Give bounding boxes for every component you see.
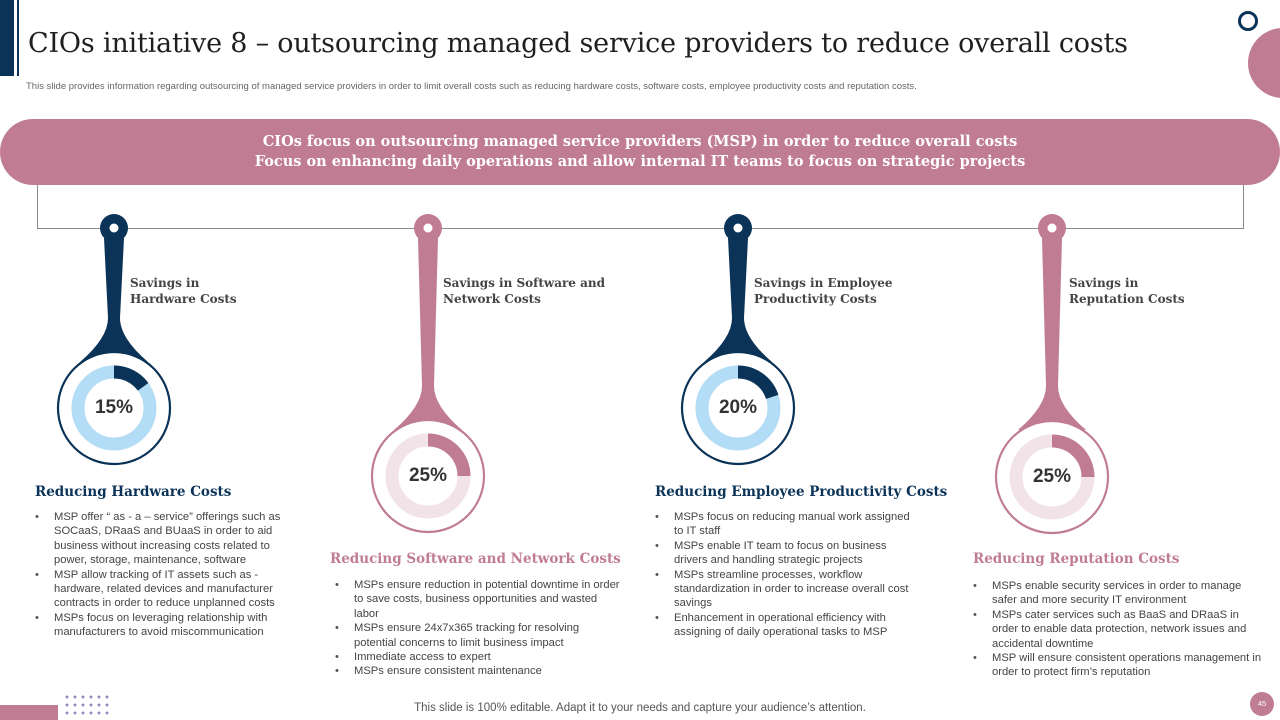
list-item: MSPs focus on reducing manual work assig… bbox=[655, 510, 913, 539]
page-subtitle: This slide provides information regardin… bbox=[26, 81, 917, 92]
card-title-hardware: Reducing Hardware Costs bbox=[35, 484, 232, 500]
summary-banner: CIOs focus on outsourcing managed servic… bbox=[0, 119, 1280, 185]
list-item: MSP allow tracking of IT assets such as … bbox=[35, 568, 291, 611]
list-item: MSPs ensure reduction in potential downt… bbox=[335, 578, 621, 621]
decorative-dots bbox=[63, 693, 113, 719]
list-item: MSPs ensure consistent maintenance bbox=[335, 664, 621, 679]
page-title: CIOs initiative 8 – outsourcing managed … bbox=[28, 28, 1128, 59]
card-title-employee: Reducing Employee Productivity Costs bbox=[655, 484, 948, 500]
header-accent-line bbox=[17, 0, 19, 76]
pin-hardware bbox=[56, 214, 172, 466]
percent-software: 25% bbox=[408, 465, 448, 486]
donut-arc-reputation bbox=[1051, 434, 1095, 478]
list-item: MSPs focus on leveraging relationship wi… bbox=[35, 611, 291, 640]
page-number: 45 bbox=[1250, 692, 1274, 716]
pin-employee bbox=[680, 214, 796, 466]
banner-line-2: Focus on enhancing daily operations and … bbox=[254, 153, 1026, 170]
percent-reputation: 25% bbox=[1032, 466, 1072, 487]
list-item: MSPs enable IT team to focus on business… bbox=[655, 539, 913, 568]
list-item: MSP will ensure consistent operations ma… bbox=[973, 651, 1263, 680]
label-employee: Savings in Employee Productivity Costs bbox=[754, 276, 893, 306]
percent-employee: 20% bbox=[718, 397, 758, 418]
label-reputation: Savings in Reputation Costs bbox=[1069, 276, 1185, 306]
connector-bracket bbox=[37, 185, 1244, 229]
bullets-employee: MSPs focus on reducing manual work assig… bbox=[655, 510, 913, 640]
donut-arc-hardware bbox=[113, 365, 149, 391]
list-item: MSPs ensure 24x7x365 tracking for resolv… bbox=[335, 621, 621, 650]
label-hardware: Savings in Hardware Costs bbox=[130, 276, 237, 306]
footer-note: This slide is 100% editable. Adapt it to… bbox=[414, 702, 866, 714]
list-item: Enhancement in operational efficiency wi… bbox=[655, 611, 913, 640]
card-title-reputation: Reducing Reputation Costs bbox=[973, 551, 1180, 567]
label-software: Savings in Software and Network Costs bbox=[443, 276, 605, 306]
donut-arc-software bbox=[427, 433, 471, 477]
list-item: Immediate access to expert bbox=[335, 650, 621, 665]
bullets-software: MSPs ensure reduction in potential downt… bbox=[335, 578, 621, 679]
pin-reputation bbox=[994, 214, 1110, 535]
footer-accent-bar bbox=[0, 705, 58, 720]
banner-line-1: CIOs focus on outsourcing managed servic… bbox=[262, 133, 1018, 150]
list-item: MSPs streamline processes, workflow stan… bbox=[655, 568, 913, 611]
donut-arc-employee bbox=[737, 365, 779, 400]
header-accent-bar bbox=[0, 0, 14, 76]
percent-hardware: 15% bbox=[94, 397, 134, 418]
list-item: MSPs cater services such as BaaS and DRa… bbox=[973, 608, 1263, 651]
list-item: MSPs enable security services in order t… bbox=[973, 579, 1263, 608]
pin-software bbox=[370, 214, 486, 534]
decorative-ring bbox=[1238, 11, 1258, 31]
list-item: MSP offer “ as - a – service” offerings … bbox=[35, 510, 291, 568]
bullets-reputation: MSPs enable security services in order t… bbox=[973, 579, 1263, 680]
card-title-software: Reducing Software and Network Costs bbox=[330, 551, 621, 567]
bullets-hardware: MSP offer “ as - a – service” offerings … bbox=[35, 510, 291, 640]
